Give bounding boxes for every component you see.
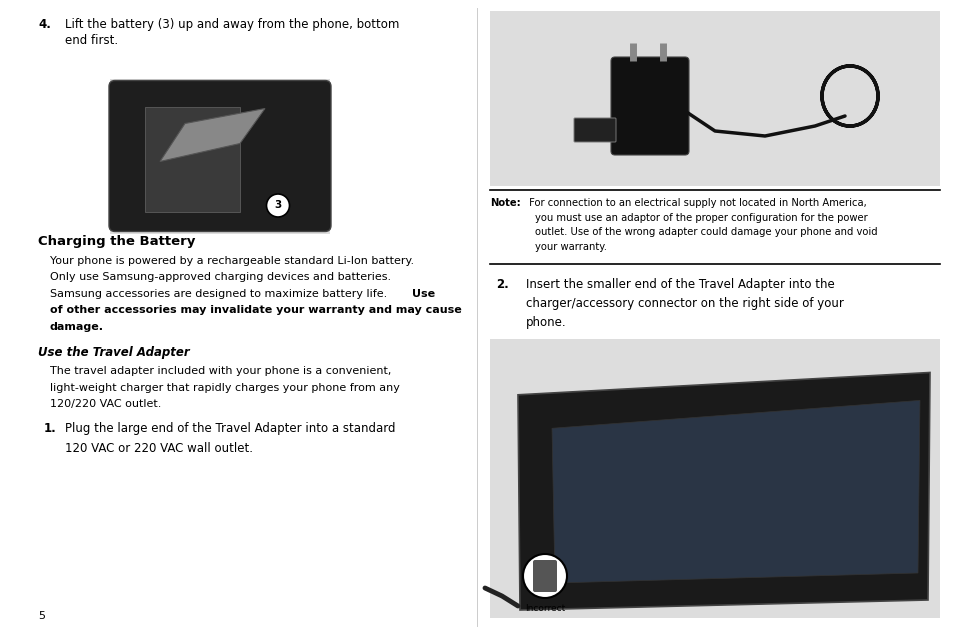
Circle shape: [522, 554, 566, 598]
Polygon shape: [517, 373, 929, 610]
Text: your warranty.: your warranty.: [535, 242, 606, 252]
Text: of other accessories may invalidate your warranty and may cause: of other accessories may invalidate your…: [50, 305, 461, 315]
Text: Incorrect: Incorrect: [524, 604, 564, 613]
Text: Lift the battery (3) up and away from the phone, bottom: Lift the battery (3) up and away from th…: [65, 18, 399, 31]
Circle shape: [266, 194, 289, 217]
Text: charger/accessory connector on the right side of your: charger/accessory connector on the right…: [525, 297, 843, 310]
Text: 2.: 2.: [496, 278, 508, 291]
FancyBboxPatch shape: [610, 57, 688, 155]
Text: Only use Samsung-approved charging devices and batteries.: Only use Samsung-approved charging devic…: [50, 272, 391, 282]
Polygon shape: [552, 401, 919, 583]
Text: light-weight charger that rapidly charges your phone from any: light-weight charger that rapidly charge…: [50, 383, 399, 392]
Bar: [110, 78, 330, 233]
Text: damage.: damage.: [50, 322, 104, 331]
Text: Charging the Battery: Charging the Battery: [38, 235, 195, 248]
Text: Use the Travel Adapter: Use the Travel Adapter: [38, 347, 190, 359]
Text: Samsung accessories are designed to maximize battery life.: Samsung accessories are designed to maxi…: [50, 289, 391, 299]
Text: you must use an adaptor of the proper configuration for the power: you must use an adaptor of the proper co…: [535, 212, 867, 223]
Text: 4.: 4.: [38, 18, 51, 31]
FancyBboxPatch shape: [533, 560, 557, 592]
Text: 120 VAC or 220 VAC wall outlet.: 120 VAC or 220 VAC wall outlet.: [65, 442, 253, 455]
FancyBboxPatch shape: [109, 81, 331, 232]
Bar: [145, 106, 240, 212]
Text: For connection to an electrical supply not located in North America,: For connection to an electrical supply n…: [525, 198, 866, 208]
Polygon shape: [160, 109, 265, 162]
Text: Insert the smaller end of the Travel Adapter into the: Insert the smaller end of the Travel Ada…: [525, 278, 834, 291]
Text: 120/220 VAC outlet.: 120/220 VAC outlet.: [50, 399, 161, 409]
Text: 5: 5: [38, 611, 45, 621]
Text: The travel adapter included with your phone is a convenient,: The travel adapter included with your ph…: [50, 366, 391, 376]
Text: Use: Use: [412, 289, 435, 299]
Text: Note:: Note:: [490, 198, 520, 208]
Text: 3: 3: [274, 200, 281, 211]
Text: outlet. Use of the wrong adapter could damage your phone and void: outlet. Use of the wrong adapter could d…: [535, 227, 877, 237]
Text: Plug the large end of the Travel Adapter into a standard: Plug the large end of the Travel Adapter…: [65, 422, 395, 435]
Text: Your phone is powered by a rechargeable standard Li-Ion battery.: Your phone is powered by a rechargeable …: [50, 256, 414, 266]
Text: end first.: end first.: [65, 34, 118, 48]
Bar: [490, 339, 939, 618]
Text: phone.: phone.: [525, 316, 566, 329]
Bar: [490, 11, 939, 186]
Text: 1.: 1.: [44, 422, 56, 435]
FancyBboxPatch shape: [574, 118, 616, 142]
